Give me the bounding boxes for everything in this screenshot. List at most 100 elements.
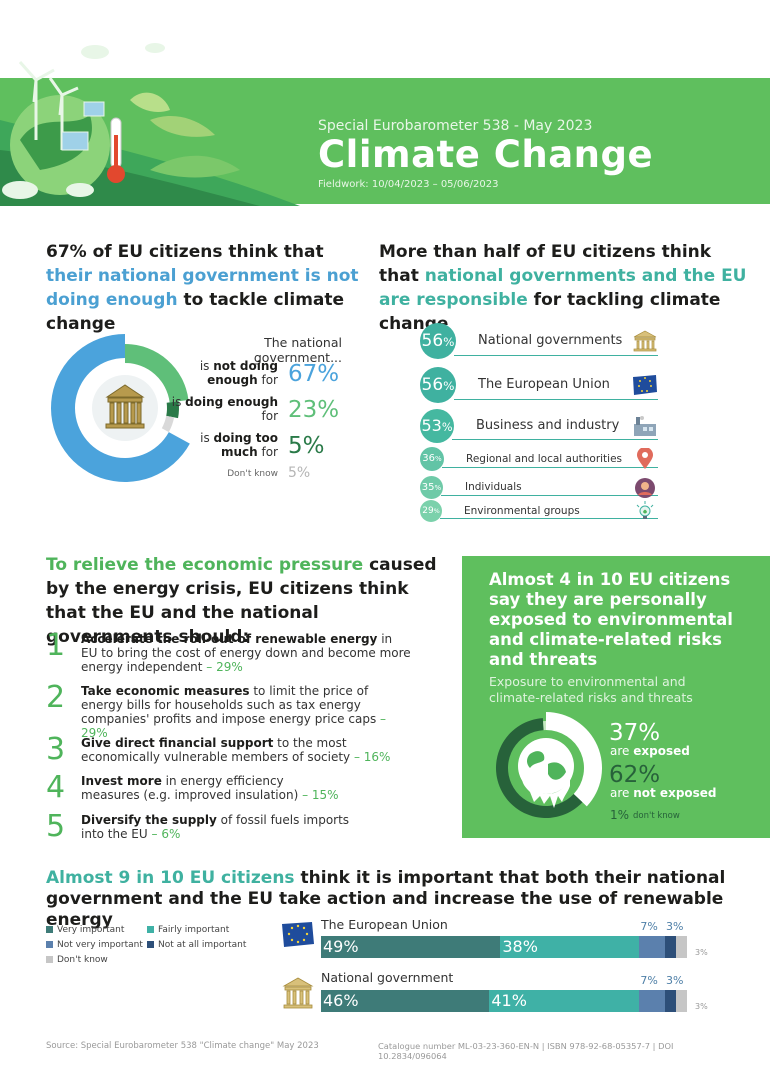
- responsibility-percent: 36%: [420, 447, 444, 471]
- doing-too-much-row: is doing too much for 5%: [180, 431, 340, 465]
- responsibility-percent: 56%: [420, 367, 456, 403]
- exposure-dont-know-value: 1%: [610, 808, 630, 822]
- eu-stacked-bar: 49% 38% 7% 3% 3%: [321, 920, 708, 958]
- not-exposed-slice: [496, 718, 583, 818]
- item-text: Give direct financial support to the mos…: [81, 736, 391, 764]
- title-highlight: Almost 9 in 10 EU citizens: [46, 868, 295, 888]
- exposure-dont-know-label: don't know: [633, 811, 680, 821]
- responsibility-label: National governments: [478, 333, 623, 349]
- doing-too-much-slice: [166, 401, 179, 419]
- responsibility-row: 53% Business and industry: [420, 409, 665, 443]
- exposed-value: 37%: [609, 720, 661, 746]
- section-renewable-energy-title: Almost 9 in 10 EU citizens think it is i…: [46, 868, 746, 931]
- title-text: think it is important that both their na…: [46, 868, 726, 930]
- bar-title-national: National government: [321, 970, 454, 985]
- responsibility-percent: 53%: [420, 409, 454, 443]
- section-responsibility-title: More than half of EU citizens think that…: [379, 240, 749, 336]
- responsibility-label: Environmental groups: [464, 504, 580, 517]
- responsibility-label: Regional and local authorities: [466, 452, 623, 465]
- national-stacked-bar: 46% 41% 7% 3% 3%: [321, 974, 708, 1012]
- segment-value-label: 3%: [695, 948, 708, 957]
- row-label: is not doing enough for: [199, 359, 278, 387]
- not-very-important-segment: [639, 990, 666, 1012]
- national-government-heading: The national government...: [253, 335, 342, 365]
- doing-enough-value: 23%: [288, 397, 340, 423]
- title-text: to tackle climate change: [46, 290, 345, 334]
- responsibility-row: 36% Regional and local authorities: [420, 447, 665, 471]
- building-icon: [632, 330, 658, 352]
- responsibility-label: Individuals: [465, 481, 522, 494]
- very-important-segment: 49%: [321, 936, 501, 958]
- doing-enough-slice: [125, 344, 189, 403]
- fairly-important-segment: 41%: [489, 990, 640, 1012]
- legend-item: Very important: [46, 925, 124, 935]
- item-number: 2: [46, 680, 66, 715]
- exposure-donut-chart: [496, 712, 602, 818]
- segment-value-label: 3%: [666, 974, 684, 987]
- item-number: 1: [46, 628, 66, 663]
- dont-know-label: Don't know: [227, 469, 278, 479]
- not-doing-enough-value: 67%: [288, 361, 340, 387]
- not-at-all-important-segment: [665, 990, 676, 1012]
- item-number: 3: [46, 732, 66, 767]
- title-text: More than half of EU citizens think that: [379, 242, 712, 286]
- doing-enough-row: is doing enough for 23%: [172, 395, 340, 429]
- factory-icon: [632, 415, 658, 437]
- title-highlight: their national government is not doing e…: [46, 266, 359, 310]
- item-number: 4: [46, 770, 66, 805]
- responsibility-label: The European Union: [478, 377, 610, 393]
- bulb-icon: [632, 500, 658, 522]
- location-pin-icon: [632, 447, 658, 470]
- not-very-important-segment: [639, 936, 666, 958]
- row-label: is doing too much for: [200, 431, 278, 459]
- person-icon: [632, 477, 658, 499]
- not-doing-enough-row: is not doing enough for 67%: [180, 359, 340, 393]
- dont-know-slice: [161, 415, 175, 433]
- exposure-subtitle: Exposure to environmental and climate-re…: [489, 674, 693, 705]
- item-text: Accelerate the roll-out of renewable ene…: [81, 632, 411, 674]
- national-government-donut-chart: [51, 334, 190, 482]
- section-economic-pressure-title: To relieve the economic pressure caused …: [46, 553, 446, 649]
- segment-value-label: 7%: [640, 974, 658, 987]
- report-subtitle: Special Eurobarometer 538 - May 2023: [318, 118, 593, 134]
- responsibility-row: 56% National governments: [420, 323, 665, 359]
- title-text: caused by the energy crisis, EU citizens…: [46, 555, 437, 647]
- responsibility-percent: 56%: [420, 323, 456, 359]
- page-title: Climate Change: [318, 133, 654, 176]
- dont-know-value: 5%: [288, 465, 311, 481]
- not-exposed-label: are not exposed: [610, 786, 717, 800]
- responsibility-label: Business and industry: [476, 418, 620, 434]
- fieldwork-dates: Fieldwork: 10/04/2023 – 05/06/2023: [318, 179, 499, 190]
- dont-know-segment: [676, 990, 687, 1012]
- melting-globe-icon: [518, 738, 574, 808]
- legend-item: Not at all important: [147, 940, 246, 950]
- segment-value-label: 7%: [640, 920, 658, 933]
- segment-value-label: 3%: [666, 920, 684, 933]
- very-important-segment: 46%: [321, 990, 490, 1012]
- list-item: 1 Accelerate the roll-out of renewable e…: [46, 628, 411, 676]
- building-icon: [282, 977, 314, 1009]
- item-number: 5: [46, 809, 66, 844]
- list-item: 2 Take economic measures to limit the pr…: [46, 680, 406, 740]
- legend-item: Fairly important: [147, 925, 229, 935]
- climate-illustration: [0, 43, 300, 206]
- eu-flag-icon: [632, 374, 658, 396]
- doing-too-much-value: 5%: [288, 433, 325, 459]
- section-national-government-title: 67% of EU citizens think that their nati…: [46, 240, 364, 336]
- not-at-all-important-segment: [665, 936, 676, 958]
- item-text: Invest more in energy efficiency measure…: [81, 774, 339, 802]
- source-note: Source: Special Eurobarometer 538 "Clima…: [46, 1041, 319, 1051]
- responsibility-row: 29% Environmental groups: [420, 500, 665, 522]
- bar-title-eu: The European Union: [321, 917, 448, 932]
- item-text: Take economic measures to limit the pric…: [81, 684, 387, 740]
- legend-item: Not very important: [46, 940, 143, 950]
- catalogue-info: Catalogue number ML-03-23-360-EN-N | ISB…: [378, 1041, 674, 1061]
- dont-know-segment: [676, 936, 687, 958]
- legend-item: Don't know: [46, 955, 108, 965]
- responsibility-percent: 35%: [420, 476, 443, 499]
- list-item: 5 Diversify the supply of fossil fuels i…: [46, 809, 406, 844]
- eu-flag-icon: [282, 922, 314, 947]
- responsibility-row: 56% The European Union: [420, 367, 665, 403]
- not-exposed-value: 62%: [609, 762, 661, 788]
- exposed-label: are exposed: [610, 744, 690, 758]
